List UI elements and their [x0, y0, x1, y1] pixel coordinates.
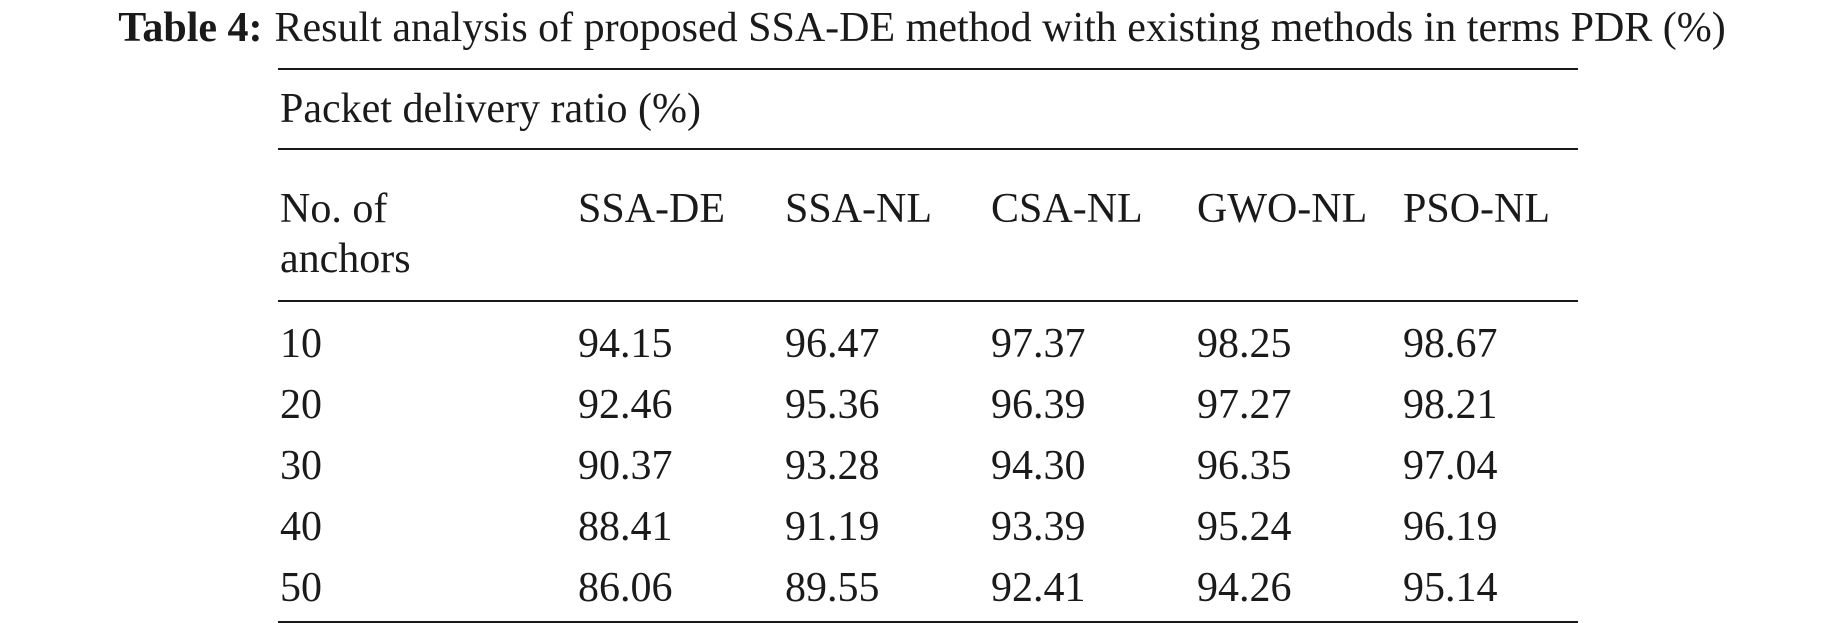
cell-csa-nl: 92.41	[989, 558, 1195, 623]
column-header-gwo-nl: GWO-NL	[1195, 149, 1401, 302]
cell-pso-nl: 98.67	[1403, 321, 1498, 367]
cell-gwo-nl: 96.35	[1197, 443, 1292, 489]
table-caption-label: Table 4:	[118, 5, 263, 51]
table-row: 10 94.15 96.47 97.37 98.25 98.67	[278, 301, 1578, 375]
cell-pso-nl: 96.19	[1403, 504, 1498, 550]
cell-ssa-de: 86.06	[576, 558, 783, 623]
cell-ssa-nl: 89.55	[783, 558, 989, 623]
cell-ssa-de: 90.37	[578, 443, 673, 489]
cell-csa-nl: 94.30	[991, 443, 1086, 489]
table-caption: Table 4: Result analysis of proposed SSA-…	[0, 0, 1844, 56]
column-header-ssa-de: SSA-DE	[576, 149, 783, 302]
cell-csa-nl: 96.39	[991, 382, 1086, 428]
column-header-pso-nl: PSO-NL	[1401, 149, 1578, 302]
group-header-row: Packet delivery ratio (%)	[278, 68, 1578, 150]
cell-gwo-nl: 95.24	[1197, 504, 1292, 550]
cell-gwo-nl: 97.27	[1197, 382, 1292, 428]
cell-ssa-de: 92.46	[578, 382, 673, 428]
column-header-csa-nl: CSA-NL	[989, 149, 1195, 302]
cell-ssa-nl: 96.47	[785, 321, 880, 367]
group-header: Packet delivery ratio (%)	[278, 68, 1578, 150]
column-header-ssa-nl: SSA-NL	[783, 149, 989, 302]
cell-ssa-de: 88.41	[578, 504, 673, 550]
cell-pso-nl: 97.04	[1403, 443, 1498, 489]
cell-csa-nl: 93.39	[991, 504, 1086, 550]
cell-ssa-nl: 95.36	[785, 382, 880, 428]
column-header-row: No. of anchors SSA-DE SSA-NL CSA-NL GWO-…	[278, 149, 1578, 302]
table-row: 40 88.41 91.19 93.39 95.24 96.19	[278, 497, 1578, 558]
cell-ssa-nl: 91.19	[785, 504, 880, 550]
table-row: 30 90.37 93.28 94.30 96.35 97.04	[278, 436, 1578, 497]
results-table-container: Packet delivery ratio (%) No. of anchors…	[278, 68, 1578, 623]
column-header-anchors: No. of anchors	[278, 149, 576, 302]
cell-anchors: 20	[280, 382, 322, 428]
cell-ssa-nl: 93.28	[785, 443, 880, 489]
cell-anchors: 10	[280, 321, 322, 367]
table-row: 50 86.06 89.55 92.41 94.26 95.14	[278, 558, 1578, 623]
cell-gwo-nl: 94.26	[1195, 558, 1401, 623]
cell-gwo-nl: 98.25	[1197, 321, 1292, 367]
cell-anchors: 30	[280, 443, 322, 489]
table-caption-text: Result analysis of proposed SSA-DE metho…	[274, 5, 1726, 51]
table-row: 20 92.46 95.36 96.39 97.27 98.21	[278, 375, 1578, 436]
cell-pso-nl: 98.21	[1403, 382, 1498, 428]
cell-anchors: 40	[280, 504, 322, 550]
cell-pso-nl: 95.14	[1401, 558, 1578, 623]
results-table: Packet delivery ratio (%) No. of anchors…	[278, 68, 1578, 623]
cell-ssa-de: 94.15	[578, 321, 673, 367]
cell-anchors: 50	[278, 558, 576, 623]
cell-csa-nl: 97.37	[991, 321, 1086, 367]
